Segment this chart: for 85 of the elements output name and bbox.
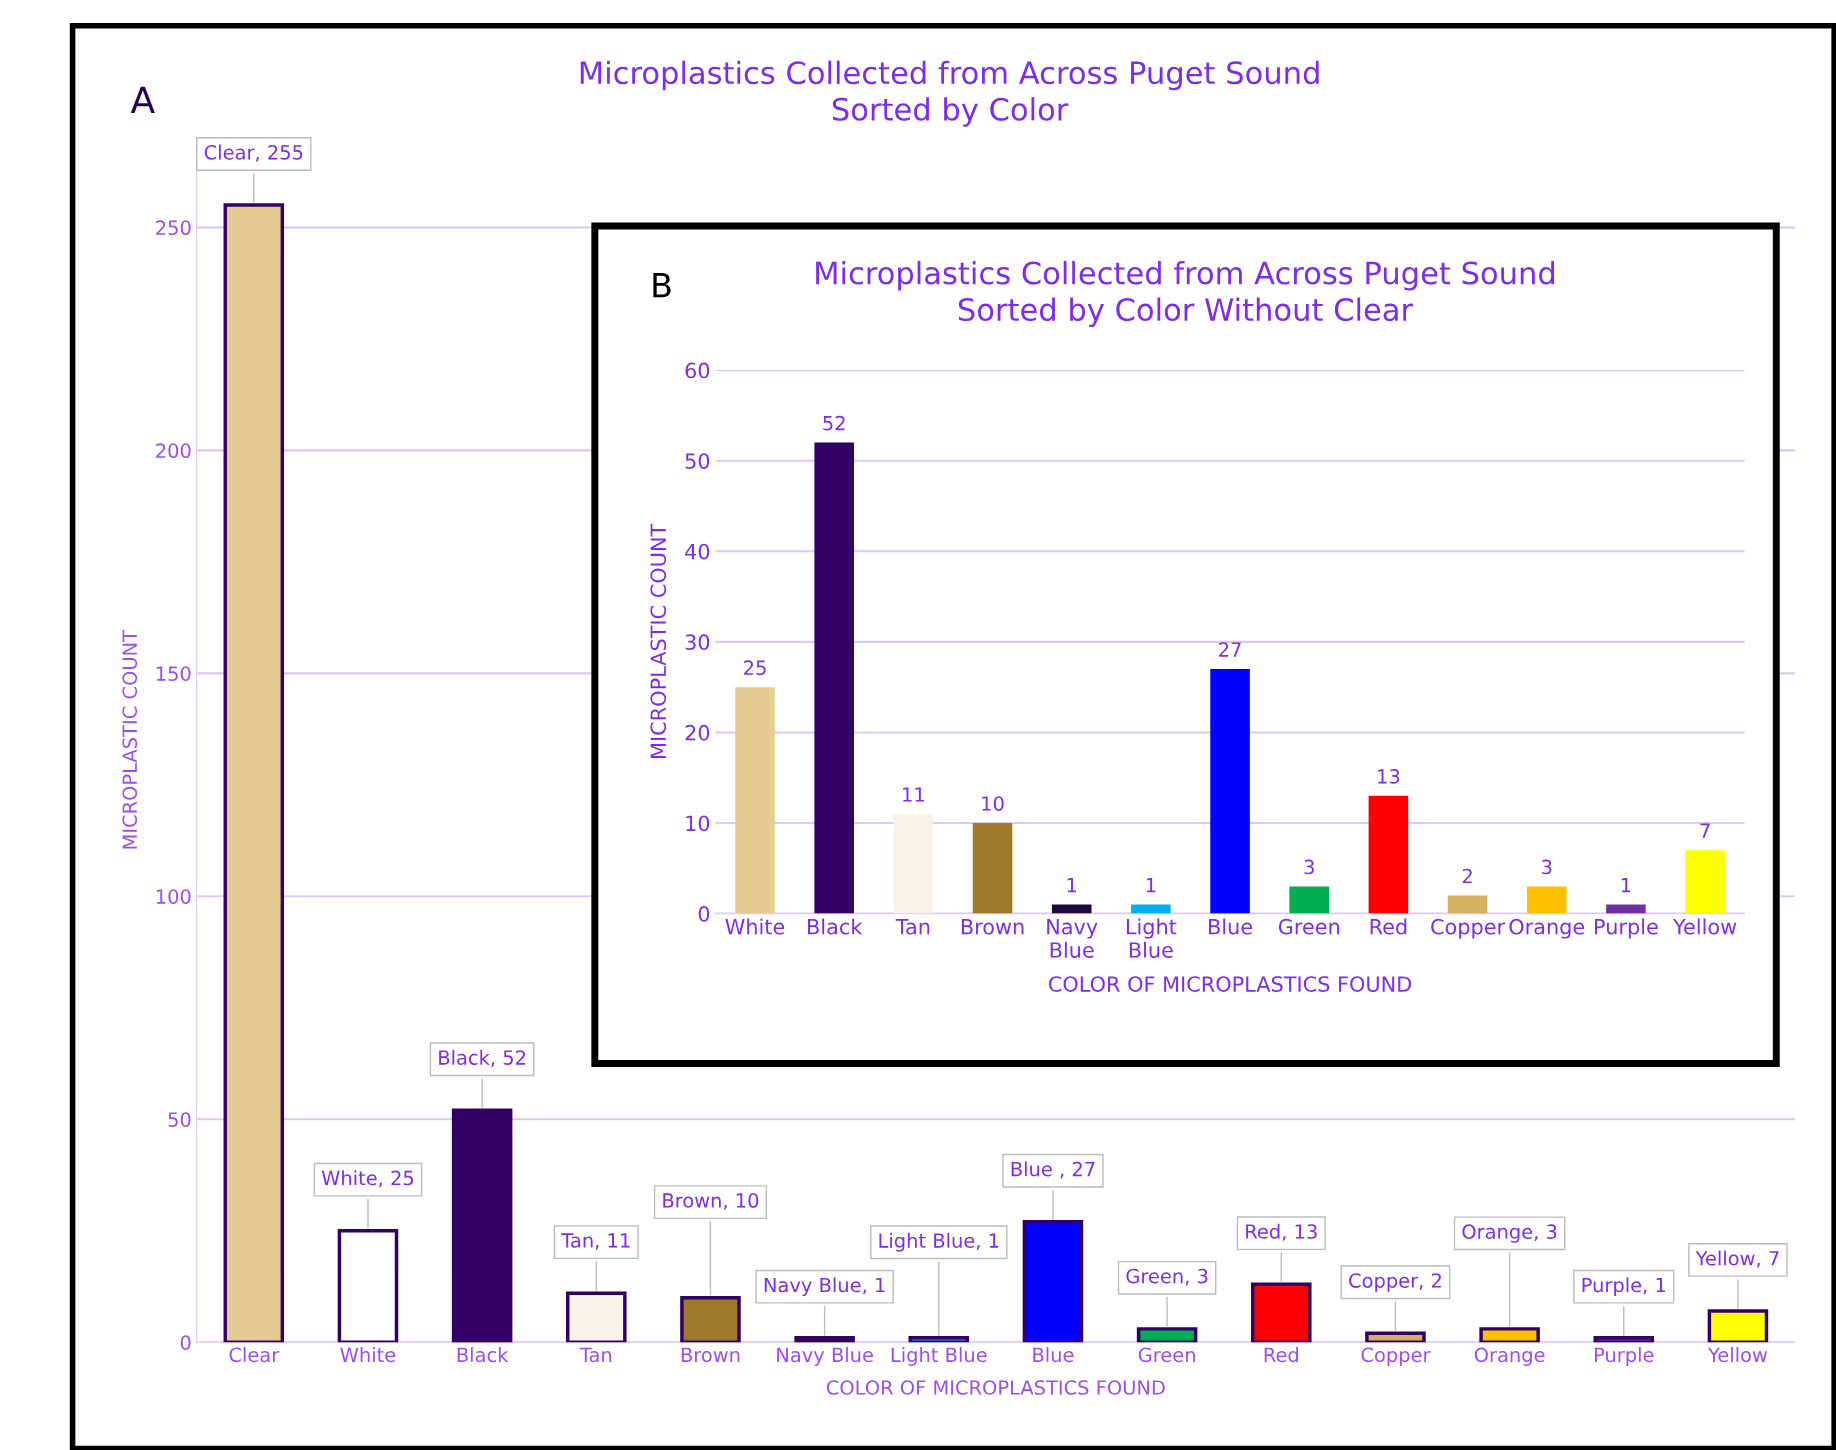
x-tick-label: Purple: [1594, 1347, 1654, 1366]
data-label: 11: [903, 787, 924, 802]
x-tick-label: Orange: [1474, 1347, 1545, 1366]
data-label: Brown, 10: [663, 1193, 759, 1210]
x-tick-label: Light Blue: [891, 1347, 987, 1366]
x-tick-label: Yellow: [1672, 918, 1737, 935]
data-label: Light Blue, 1: [879, 1232, 999, 1252]
data-label: 2: [1462, 868, 1472, 884]
y-tick-label: 250: [156, 220, 191, 236]
data-label: 13: [1378, 769, 1400, 784]
data-label: Navy Blue, 1: [764, 1277, 885, 1297]
data-label: 1: [1621, 877, 1631, 893]
bar: [893, 813, 934, 914]
text: A: [130, 86, 155, 114]
bar: [814, 442, 854, 914]
bar: [1289, 886, 1330, 914]
y-tick-label: 100: [156, 889, 191, 904]
data-label: White, 25: [321, 1170, 414, 1188]
y-tick-label: 50: [168, 1112, 191, 1127]
x-tick-label: Red: [1370, 918, 1407, 935]
x-axis-title: COLOR OF MICROPLASTICS FOUND: [826, 1380, 1165, 1395]
bar: [1368, 795, 1409, 914]
data-label: 10: [982, 796, 1004, 811]
data-label: 3: [1304, 859, 1314, 875]
y-axis-title: MICROPLASTIC COUNT: [122, 629, 138, 849]
bar: [1210, 669, 1250, 914]
x-tick-label: Clear: [229, 1347, 280, 1363]
x-tick-label: Navy Blue: [1047, 919, 1098, 958]
x-tick-label: Brown: [961, 919, 1024, 935]
y-tick-label: 60: [685, 362, 710, 379]
y-tick-label: 40: [685, 543, 710, 560]
data-label: Blue , 27: [1011, 1161, 1095, 1179]
data-label: Purple, 1: [1582, 1277, 1666, 1297]
x-tick-label: Orange: [1509, 918, 1585, 939]
y-axis-title: MICROPLASTIC COUNT: [650, 523, 667, 758]
data-label: 1: [1067, 877, 1077, 893]
data-label: Clear, 255: [204, 144, 303, 162]
y-tick-label: 30: [685, 634, 710, 651]
x-tick-label: White: [340, 1347, 396, 1363]
x-tick-label: Brown: [681, 1347, 740, 1363]
x-axis-title: COLOR OF MICROPLASTICS FOUND: [1048, 976, 1412, 992]
x-tick-label: Navy Blue: [777, 1347, 873, 1366]
bar: [1526, 886, 1567, 914]
x-tick-label: Blue: [1033, 1347, 1074, 1363]
bar: [1685, 850, 1725, 914]
data-label: 52: [823, 415, 845, 431]
y-tick-label: 150: [156, 666, 191, 681]
y-tick-label: 20: [685, 724, 710, 741]
chart-title: Microplastics Collected from Across Puget Sound Sorted by Color: [580, 60, 1319, 127]
x-tick-label: Red: [1264, 1347, 1298, 1363]
x-tick-label: Green: [1138, 1347, 1195, 1363]
x-tick-label: Purple: [1595, 918, 1658, 939]
x-tick-label: Light Blue: [1126, 918, 1177, 958]
data-label: Green, 3: [1126, 1268, 1208, 1286]
annotation: B: [653, 273, 671, 298]
data-label: Yellow, 7: [1695, 1250, 1779, 1268]
x-tick-label: Copper: [1431, 918, 1506, 939]
bar: [972, 822, 1013, 914]
y-tick-label: 10: [686, 815, 710, 832]
x-tick-label: White: [725, 918, 785, 935]
y-tick-label: 50: [685, 453, 710, 469]
data-label: Copper, 2: [1349, 1273, 1441, 1292]
chart-title: Microplastics Collected from Across Puget Sound Sorted by Color Without Clear: [816, 260, 1554, 328]
x-tick-label: Blue: [1209, 918, 1252, 935]
y-tick-label: 0: [698, 906, 710, 922]
data-label: Red, 13: [1246, 1223, 1317, 1241]
data-label: 7: [1700, 823, 1710, 838]
data-label: Tan, 11: [561, 1233, 630, 1250]
data-label: 27: [1219, 642, 1241, 657]
data-label: Black, 52: [439, 1049, 526, 1067]
y-tick-label: 200: [156, 443, 191, 459]
bar: [735, 687, 775, 914]
bar: [1447, 895, 1488, 914]
x-tick-label: Tan: [895, 919, 930, 935]
x-tick-label: Black: [808, 918, 863, 935]
y-tick-label: 0: [180, 1335, 191, 1350]
data-label: 3: [1542, 859, 1552, 875]
x-tick-label: Green: [1278, 918, 1339, 935]
x-tick-label: Black: [457, 1347, 509, 1363]
data-label: Orange, 3: [1462, 1224, 1557, 1243]
x-tick-label: Tan: [579, 1347, 612, 1363]
data-label: 1: [1146, 877, 1156, 893]
data-label: 25: [744, 660, 766, 676]
x-tick-label: Yellow: [1707, 1347, 1768, 1363]
x-tick-label: Copper: [1361, 1347, 1431, 1366]
